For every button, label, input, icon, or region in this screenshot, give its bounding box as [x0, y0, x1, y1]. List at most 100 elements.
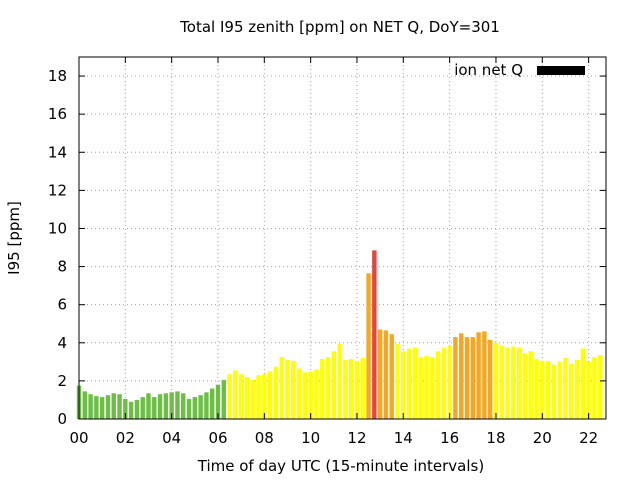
bar: [366, 273, 371, 419]
bar: [592, 357, 597, 419]
bar: [82, 391, 87, 419]
y-axis-label: I95 [ppm]: [5, 201, 23, 275]
bar: [267, 371, 273, 419]
bar: [424, 356, 429, 419]
x-tick-label: 02: [116, 429, 135, 447]
bar: [337, 343, 342, 419]
bar: [482, 331, 487, 419]
bar: [453, 337, 458, 419]
bar: [470, 337, 475, 419]
bar: [192, 397, 198, 419]
bar-series: [76, 250, 603, 419]
plot-frame: [78, 56, 607, 420]
bar: [383, 330, 389, 419]
bar: [464, 337, 470, 419]
bar: [377, 329, 383, 419]
bar: [157, 394, 163, 419]
bar: [210, 388, 215, 419]
bar: [499, 345, 504, 419]
bar: [88, 394, 93, 419]
bar: [117, 394, 122, 419]
y-tick-label: 16: [48, 105, 67, 123]
bar: [354, 360, 360, 419]
bar: [435, 351, 441, 419]
bar: [598, 355, 603, 419]
bar: [441, 347, 447, 419]
bar: [244, 377, 250, 419]
bar: [302, 372, 308, 419]
legend-swatch: [537, 66, 585, 75]
bar: [412, 347, 418, 419]
x-tick-label: 00: [69, 429, 88, 447]
y-tick-label: 18: [48, 67, 67, 85]
bar: [296, 368, 302, 419]
y-tick-label: 0: [57, 410, 67, 428]
bar: [123, 398, 128, 419]
y-tick-label: 12: [48, 181, 67, 199]
bar: [320, 358, 325, 419]
bar: [586, 361, 591, 419]
y-tick-label: 4: [57, 334, 67, 352]
bar: [285, 359, 290, 419]
bar: [569, 363, 574, 419]
bar: [308, 371, 313, 419]
bar: [389, 334, 394, 419]
x-tick-label: 10: [301, 429, 320, 447]
bar: [111, 393, 116, 419]
bar: [360, 358, 365, 419]
bar: [152, 397, 157, 419]
y-tick-label: 8: [57, 258, 67, 276]
y-tick-label: 2: [57, 372, 67, 390]
bar: [331, 351, 337, 419]
bar: [418, 357, 423, 419]
bar: [175, 391, 180, 419]
bar: [128, 401, 134, 419]
x-tick-label: 20: [533, 429, 552, 447]
bar: [545, 360, 551, 419]
bar: [372, 250, 377, 419]
bar: [291, 360, 296, 419]
bar: [447, 345, 452, 419]
x-tick-label: 16: [440, 429, 459, 447]
bar: [250, 379, 255, 419]
bar: [348, 358, 354, 419]
x-tick-label: 06: [208, 429, 227, 447]
bar: [105, 395, 111, 419]
x-axis-label: Time of day UTC (15-minute intervals): [197, 457, 484, 475]
axis-ticks: [78, 57, 606, 420]
bar: [146, 393, 151, 419]
bar: [563, 358, 568, 419]
bar: [395, 343, 400, 419]
y-tick-label: 10: [48, 219, 67, 237]
bar: [406, 348, 412, 419]
bar: [186, 398, 192, 419]
bar: [233, 370, 238, 419]
bar: [522, 353, 528, 419]
bar: [540, 360, 545, 419]
bar: [181, 393, 186, 419]
bar: [574, 359, 580, 419]
bar: [238, 374, 244, 419]
bar: [198, 395, 203, 419]
bar: [493, 342, 499, 419]
bar: [557, 361, 562, 419]
y-tick-label: 14: [48, 143, 67, 161]
bar: [459, 333, 464, 419]
bar: [325, 357, 331, 419]
chart-title: Total I95 zenith [ppm] on NET Q, DoY=301: [179, 18, 500, 36]
bar: [204, 392, 209, 419]
bar: [215, 384, 221, 419]
bar: [169, 392, 174, 419]
x-tick-label: 12: [347, 429, 366, 447]
bar: [134, 399, 140, 419]
x-tick-label: 22: [579, 429, 598, 447]
x-tick-label: 18: [486, 429, 505, 447]
bar: [227, 374, 232, 419]
grid-lines: [79, 57, 606, 419]
bar: [279, 357, 284, 419]
bar: [256, 375, 261, 419]
bar: [94, 396, 99, 419]
bar: [314, 369, 319, 419]
